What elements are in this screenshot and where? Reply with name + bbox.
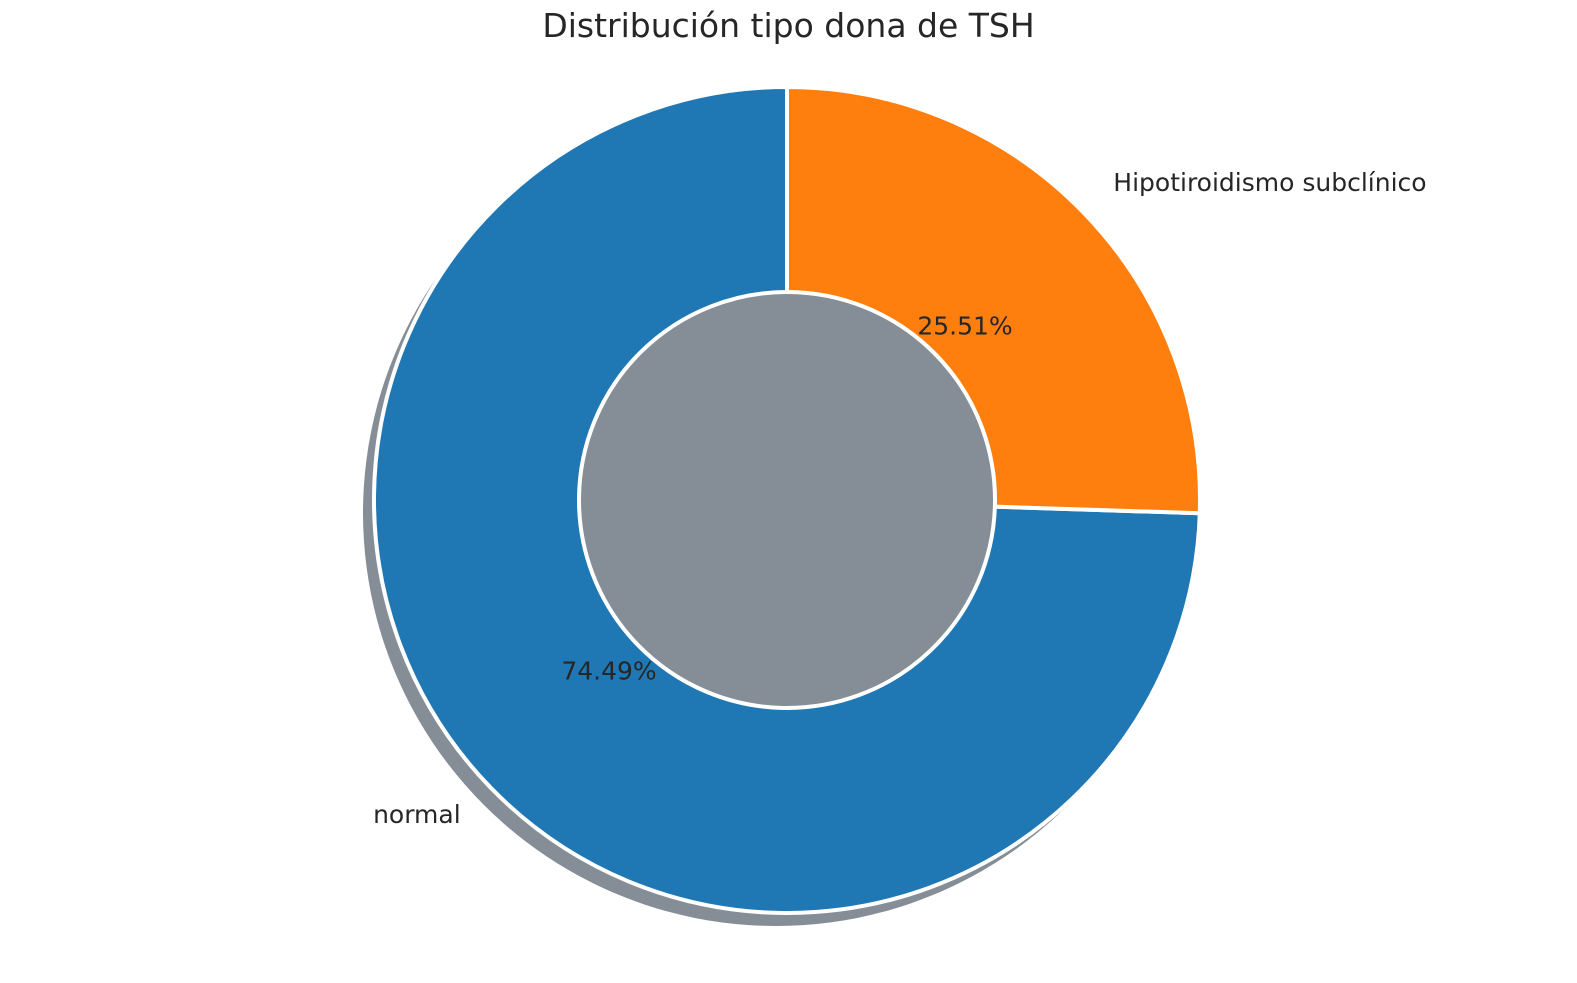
slice-hipotiroidismo-subcl-nico [785, 85, 1202, 516]
percent-label: 74.49% [561, 656, 656, 685]
slices-layer [372, 85, 1202, 915]
percent-label: 25.51% [917, 312, 1012, 341]
category-label: Hipotiroidismo subclínico [1113, 168, 1426, 197]
chart-title: Distribución tipo dona de TSH [542, 6, 1035, 45]
labels-layer: normal 74.49% Hipotiroidismo subclínico 25.… [373, 168, 1426, 829]
category-label: normal [373, 800, 461, 829]
slice-normal [372, 85, 1202, 915]
